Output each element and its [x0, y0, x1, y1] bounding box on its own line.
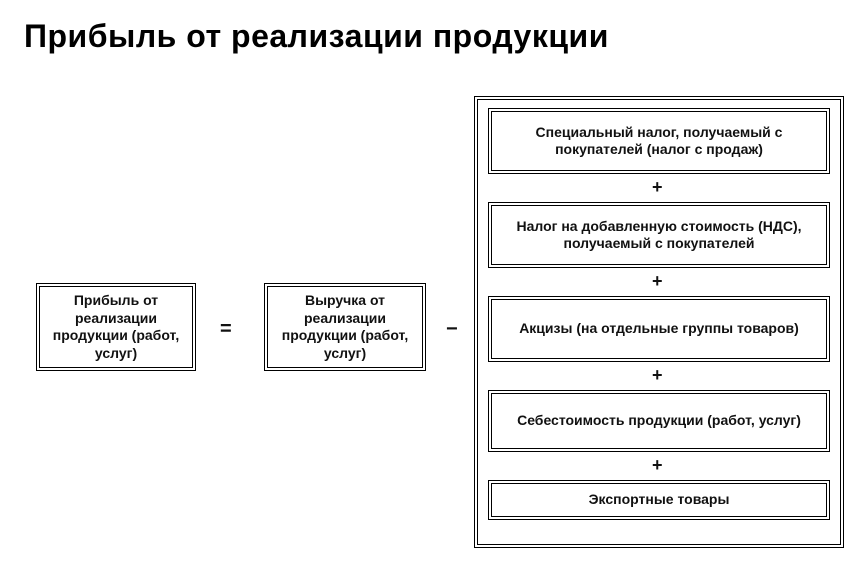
operator-plus-4: +: [652, 455, 663, 476]
operator-equals: =: [220, 318, 232, 341]
operator-plus-2: +: [652, 271, 663, 292]
operator-minus: −: [446, 318, 458, 341]
operator-plus-1: +: [652, 177, 663, 198]
box-profit: Прибыль от реализации продукции (работ, …: [36, 283, 196, 371]
box-revenue: Выручка от реализации продукции (работ, …: [264, 283, 426, 371]
box-excise: Акцизы (на отдельные группы товаров): [488, 296, 830, 362]
box-vat: Налог на добавленную стоимость (НДС), по…: [488, 202, 830, 268]
box-profit-label: Прибыль от реализации продукции (работ, …: [48, 292, 184, 362]
box-special-tax-label: Специальный налог, получаемый с покупате…: [500, 124, 818, 159]
box-cost-label: Себестоимость продукции (работ, услуг): [517, 412, 801, 430]
box-revenue-label: Выручка от реализации продукции (работ, …: [276, 292, 414, 362]
box-export: Экспортные товары: [488, 480, 830, 520]
box-vat-label: Налог на добавленную стоимость (НДС), по…: [500, 218, 818, 253]
box-special-tax: Специальный налог, получаемый с покупате…: [488, 108, 830, 174]
box-cost: Себестоимость продукции (работ, услуг): [488, 390, 830, 452]
operator-plus-3: +: [652, 365, 663, 386]
page-title: Прибыль от реализации продукции: [24, 18, 609, 55]
box-excise-label: Акцизы (на отдельные группы товаров): [519, 320, 799, 338]
box-export-label: Экспортные товары: [589, 491, 730, 509]
